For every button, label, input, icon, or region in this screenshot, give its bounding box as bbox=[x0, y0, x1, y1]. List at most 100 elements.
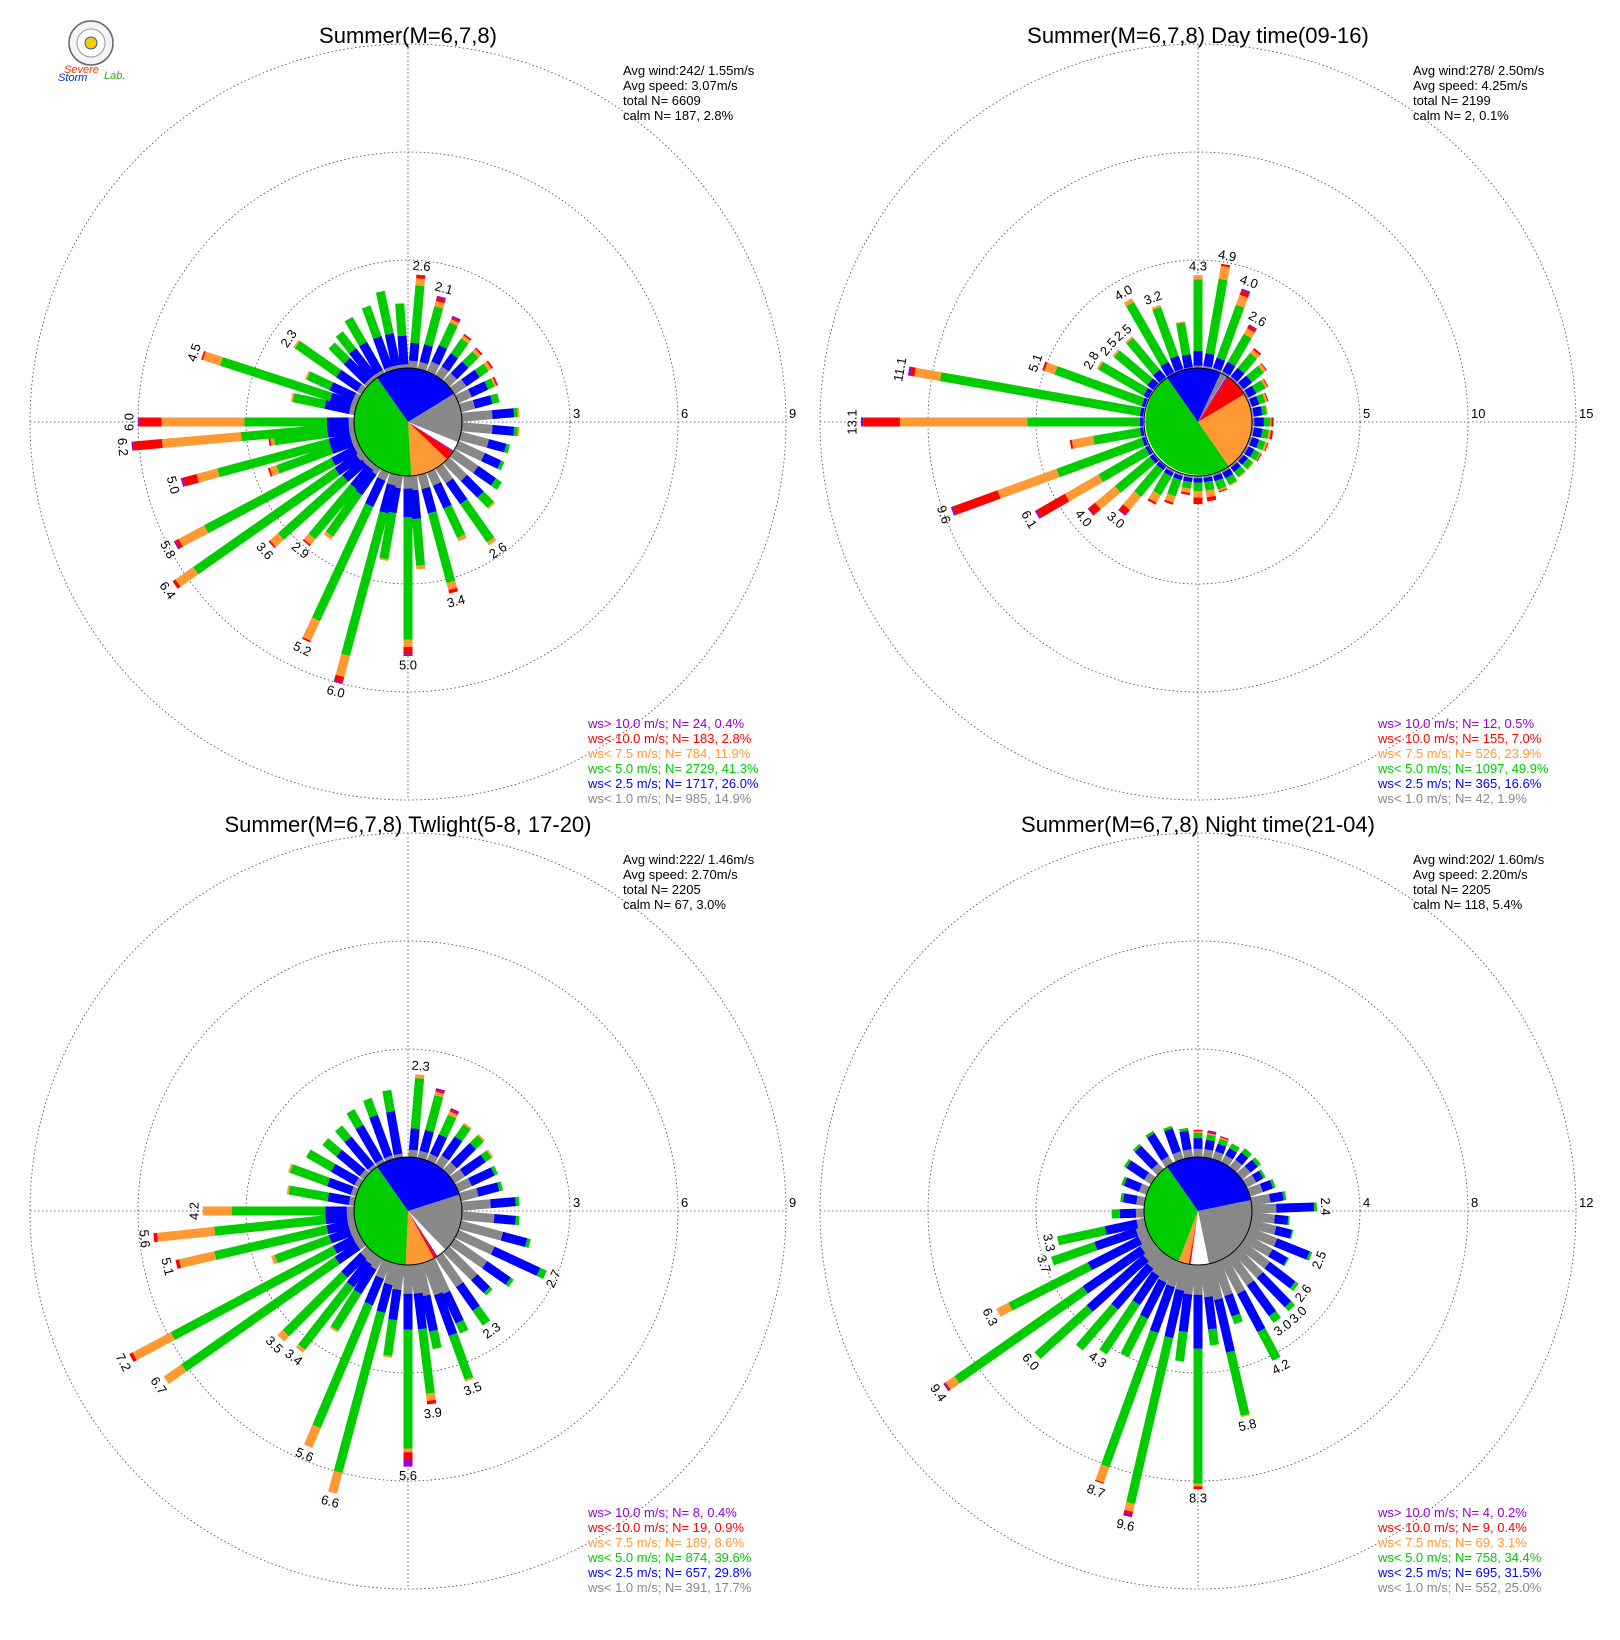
wind-bar-segment bbox=[353, 1265, 377, 1295]
wind-bar-segment bbox=[515, 1215, 520, 1226]
panel-stat-line: Avg speed: 4.25m/s bbox=[1413, 78, 1528, 93]
wind-bar-segment bbox=[1229, 1143, 1240, 1153]
wind-bar-segment bbox=[1179, 1130, 1192, 1151]
panel-stat-line: calm N= 2, 0.1% bbox=[1413, 108, 1509, 123]
bar-total-label: 4.3 bbox=[1189, 259, 1207, 274]
lab-logo-text-a: Severe bbox=[64, 64, 99, 76]
legend-entry: ws< 10.0 m/s; N= 155, 7.0% bbox=[1377, 731, 1542, 746]
bar-total-label: 3.7 bbox=[1034, 1253, 1054, 1275]
wind-bar-segment bbox=[1241, 288, 1251, 294]
wind-bar-segment bbox=[1123, 1159, 1132, 1168]
wind-bar-segment bbox=[1263, 378, 1269, 387]
wind-bar-segment bbox=[1244, 385, 1257, 398]
wind-bar-segment bbox=[422, 1260, 443, 1296]
wind-bar-segment bbox=[1246, 365, 1264, 383]
wind-bar-segment bbox=[472, 1305, 491, 1326]
legend-entry: ws> 10.0 m/s; N= 4, 0.2% bbox=[1377, 1505, 1527, 1520]
wind-bar-segment bbox=[1193, 365, 1203, 368]
wind-bar-segment bbox=[1173, 473, 1183, 481]
bar-total-label: 6.6 bbox=[320, 1492, 341, 1511]
pie-slice bbox=[377, 368, 454, 422]
wind-bar-segment bbox=[369, 1114, 393, 1159]
wind-bar-segment bbox=[1221, 466, 1230, 473]
wind-bar-segment bbox=[1212, 1151, 1224, 1162]
wind-bar-segment bbox=[517, 407, 520, 417]
wind-bar-segment bbox=[373, 335, 393, 370]
wind-bar-segment bbox=[1008, 1262, 1092, 1311]
bar-total-label: 2.1 bbox=[433, 279, 454, 298]
bar-total-label: 11.1 bbox=[890, 356, 909, 383]
wind-bar-segment bbox=[1220, 1135, 1229, 1141]
wind-bar-segment bbox=[1051, 1241, 1098, 1266]
wind-bar-segment bbox=[1152, 369, 1166, 383]
wind-bar-segment bbox=[1261, 428, 1269, 439]
bar-total-label: 5.1 bbox=[158, 1256, 177, 1277]
wind-bar-segment bbox=[290, 392, 295, 403]
bar-total-label: 3.9 bbox=[423, 1404, 443, 1421]
wind-bar-segment bbox=[1166, 466, 1175, 473]
wind-bar-segment bbox=[202, 1206, 232, 1216]
wind-bar-segment bbox=[397, 335, 409, 365]
wind-bar-segment bbox=[435, 1155, 449, 1170]
wind-bar-segment bbox=[1242, 1174, 1257, 1188]
wind-bar-segment bbox=[364, 1250, 379, 1265]
wind-bar-segment bbox=[483, 1286, 493, 1296]
wind-bar-segment bbox=[449, 1169, 466, 1184]
wind-bar-segment bbox=[274, 1235, 332, 1264]
wind-bar-segment bbox=[448, 1111, 458, 1119]
wind-bar-segment bbox=[323, 531, 334, 540]
wind-bar-segment bbox=[1237, 1289, 1266, 1333]
ring-tick-label: 15 bbox=[1579, 406, 1593, 421]
wind-bar-segment bbox=[1193, 1486, 1203, 1490]
wind-bar-segment bbox=[1163, 468, 1174, 477]
wind-bar-segment bbox=[1114, 456, 1156, 493]
wind-bar-segment bbox=[1034, 1305, 1093, 1359]
wind-bar-segment bbox=[1160, 361, 1175, 377]
wind-bar-segment bbox=[424, 306, 444, 347]
wind-bar-segment bbox=[435, 366, 449, 381]
wind-bar-segment bbox=[1244, 446, 1255, 458]
wind-bar-segment bbox=[1151, 1163, 1164, 1176]
wind-bar-segment bbox=[1172, 1151, 1184, 1162]
wind-bar-segment bbox=[1230, 462, 1241, 473]
wind-bar-segment bbox=[1204, 1296, 1217, 1330]
wind-bar-segment bbox=[312, 1302, 373, 1429]
wind-bar-segment bbox=[1247, 462, 1254, 470]
wind-bar-segment bbox=[335, 1125, 352, 1143]
wind-bar-segment bbox=[384, 1262, 399, 1286]
wind-bar-segment bbox=[341, 511, 389, 657]
wind-bar-segment bbox=[138, 417, 140, 427]
wind-bar-segment bbox=[1193, 1132, 1203, 1139]
wind-bar-segment bbox=[469, 1135, 484, 1150]
wind-bar-segment bbox=[432, 482, 452, 509]
wind-bar-segment bbox=[899, 417, 1028, 427]
wind-bar-segment bbox=[450, 1142, 477, 1169]
wind-bar-segment bbox=[436, 295, 446, 300]
wind-bar-segment bbox=[268, 436, 272, 446]
wind-bar-segment bbox=[375, 369, 385, 378]
wind-bar-segment bbox=[1237, 1240, 1270, 1269]
wind-bar-segment bbox=[435, 1252, 464, 1288]
wind-bar-segment bbox=[1204, 1139, 1215, 1151]
wind-bar-segment bbox=[1156, 461, 1166, 471]
wind-bar-segment bbox=[1126, 338, 1160, 376]
wind-bar-segment bbox=[329, 1326, 339, 1333]
wind-bar-segment bbox=[1087, 1236, 1143, 1271]
wind-bar-segment bbox=[1217, 1138, 1229, 1147]
wind-bar-segment bbox=[1215, 1143, 1227, 1155]
wind-bar-segment bbox=[384, 1155, 394, 1162]
wind-bar-segment bbox=[403, 1293, 413, 1330]
wind-bar-segment bbox=[1252, 406, 1263, 417]
wind-bar-segment bbox=[1274, 1214, 1289, 1225]
wind-bar-segment bbox=[334, 1242, 361, 1265]
wind-bar-segment bbox=[1229, 376, 1238, 384]
pie-slice bbox=[408, 1211, 437, 1259]
wind-bar-segment bbox=[1099, 1300, 1140, 1355]
wind-bar-segment bbox=[379, 483, 396, 514]
panel-stat-line: Avg wind:242/ 1.55m/s bbox=[623, 63, 755, 78]
wind-bar-segment bbox=[329, 382, 357, 401]
wind-bar-segment bbox=[944, 1382, 951, 1391]
wind-bar-segment bbox=[952, 490, 1001, 515]
wind-bar-segment bbox=[490, 1197, 516, 1209]
wind-bar-segment bbox=[377, 469, 390, 481]
